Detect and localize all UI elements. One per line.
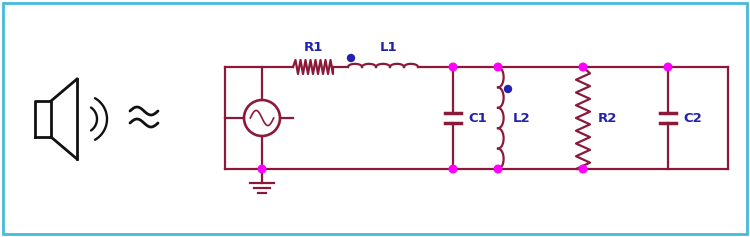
Text: L2: L2 [513,111,531,124]
Circle shape [505,86,512,92]
Text: L1: L1 [380,41,398,54]
Circle shape [494,165,502,173]
Text: C1: C1 [468,111,487,124]
Text: R2: R2 [598,111,617,124]
Circle shape [579,63,586,71]
Circle shape [449,63,457,71]
Text: C2: C2 [683,111,702,124]
Circle shape [258,165,266,173]
Circle shape [494,63,502,71]
Circle shape [664,63,672,71]
Circle shape [449,165,457,173]
Text: R1: R1 [303,41,322,54]
Circle shape [579,165,586,173]
Circle shape [347,55,355,61]
